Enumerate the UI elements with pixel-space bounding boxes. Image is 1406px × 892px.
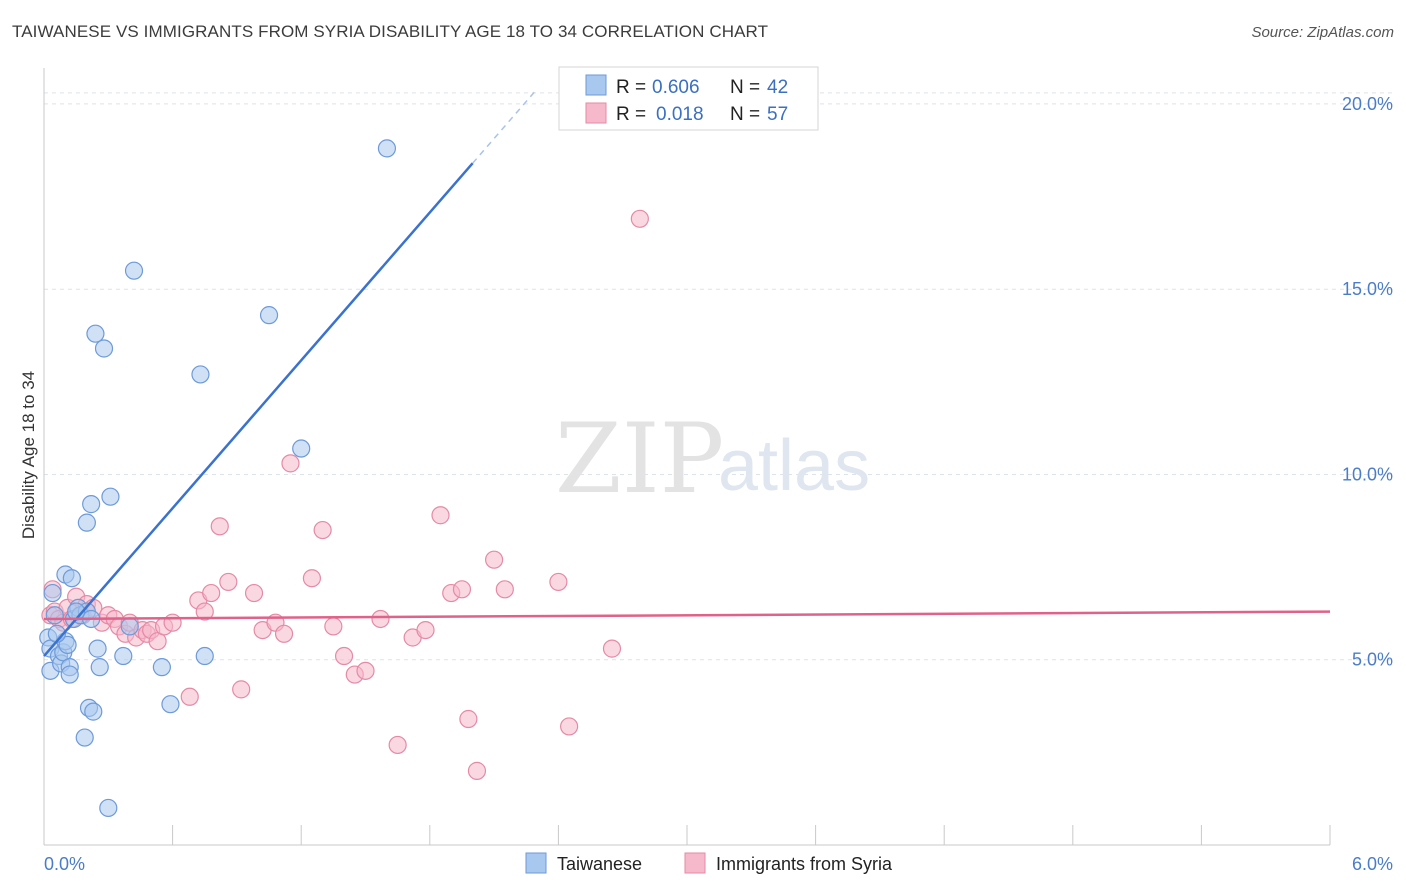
gridlines (44, 92, 1395, 661)
legend-taiwanese-r-label: R = (616, 77, 646, 98)
syria-point (274, 624, 294, 643)
taiwanese-point (60, 665, 79, 684)
chart-title: TAIWANESE VS IMMIGRANTS FROM SYRIA DISAB… (12, 22, 769, 41)
y-tick-label: 20.0% (1342, 94, 1393, 114)
syria-point (459, 709, 478, 729)
taiwanese-point (75, 728, 94, 747)
taiwanese-point (292, 439, 311, 458)
taiwanese-point (152, 658, 171, 677)
syria-point (431, 506, 450, 525)
y-tick-label: 5.0% (1352, 650, 1393, 670)
syria-point (180, 687, 199, 706)
syria-point (281, 454, 300, 473)
legend-swatch-taiwanese (585, 74, 607, 96)
taiwanese-point (62, 569, 81, 588)
taiwanese-point (45, 606, 64, 625)
syria-point (324, 617, 343, 636)
taiwanese-point (161, 695, 180, 714)
legend-syria-r-label: R = (616, 104, 646, 125)
syria-point (334, 646, 354, 666)
y-axis-label: Disability Age 18 to 34 (19, 371, 38, 539)
bottom-legend-swatch-syria (684, 852, 706, 874)
taiwanese-point (99, 798, 118, 818)
syria-point (495, 580, 514, 599)
taiwanese-point (124, 261, 144, 280)
legend-swatch-syria (585, 102, 607, 124)
taiwanese-point (86, 324, 105, 343)
axes (43, 68, 1331, 846)
taiwanese-point (114, 646, 133, 666)
trend-line-syria (43, 610, 1331, 621)
taiwanese-point (101, 487, 120, 506)
syria-point (244, 583, 264, 603)
taiwanese-point (195, 646, 214, 666)
series-taiwanese-points (39, 139, 397, 818)
taiwanese-point (191, 365, 210, 384)
syria-point (416, 620, 435, 640)
x-tick-label: 6.0% (1352, 854, 1393, 874)
taiwanese-point (77, 513, 96, 532)
y-tick-label: 15.0% (1342, 279, 1393, 299)
syria-point (602, 639, 622, 658)
syria-point (549, 572, 568, 592)
bottom-legend-swatch-taiwanese (525, 852, 547, 874)
legend-syria-n-value: 57 (767, 104, 788, 125)
syria-point (163, 613, 182, 632)
syria-point (313, 520, 332, 540)
syria-point (467, 761, 487, 780)
trend-line-taiwanese (43, 162, 474, 657)
x-tick-labels: 0.0% 6.0% (44, 854, 1393, 874)
bottom-legend-syria: Immigrants from Syria (716, 854, 893, 874)
taiwanese-point (90, 658, 109, 677)
taiwanese-point (94, 339, 114, 358)
watermark: ZIP atlas (555, 403, 870, 515)
syria-point (371, 609, 390, 629)
trend-lines (43, 88, 1331, 657)
legend-taiwanese-r-value: 0.606 (652, 77, 700, 98)
syria-point (356, 661, 375, 680)
watermark-atlas: atlas (718, 426, 870, 506)
syria-point (232, 680, 251, 699)
taiwanese-point (377, 139, 397, 158)
taiwanese-point (84, 702, 103, 721)
syria-point (560, 717, 579, 736)
syria-point (485, 550, 504, 569)
legend: R = 0.606 N = 42 R = 0.018 N = 57 (558, 66, 819, 131)
syria-point (195, 602, 214, 621)
legend-syria-r-value: 0.018 (656, 104, 704, 125)
syria-point (210, 517, 229, 536)
bottom-legend-taiwanese: Taiwanese (557, 854, 642, 874)
syria-point (302, 569, 322, 588)
legend-taiwanese-n-value: 42 (767, 77, 788, 98)
y-tick-labels: 5.0% 10.0% 15.0% 20.0% (1342, 94, 1393, 670)
taiwanese-point (88, 639, 107, 658)
taiwanese-point (120, 617, 139, 636)
syria-point (630, 209, 649, 228)
syria-point (452, 580, 472, 599)
taiwanese-point (43, 583, 62, 603)
legend-syria-n-label: N = (730, 104, 760, 125)
x-tick-label: 0.0% (44, 854, 85, 874)
legend-taiwanese-n-label: N = (730, 77, 760, 98)
watermark-zip: ZIP (555, 403, 724, 515)
bottom-legend: Taiwanese Immigrants from Syria (525, 852, 893, 874)
y-tick-label: 10.0% (1342, 464, 1393, 484)
syria-point (388, 735, 407, 755)
taiwanese-point (259, 306, 279, 325)
taiwanese-point (58, 635, 77, 655)
syria-point (219, 572, 238, 592)
taiwanese-point (82, 495, 101, 514)
syria-point (202, 583, 221, 603)
trend-line-taiwanese-extension (472, 88, 538, 164)
source-label: Source: ZipAtlas.com (1251, 24, 1394, 41)
